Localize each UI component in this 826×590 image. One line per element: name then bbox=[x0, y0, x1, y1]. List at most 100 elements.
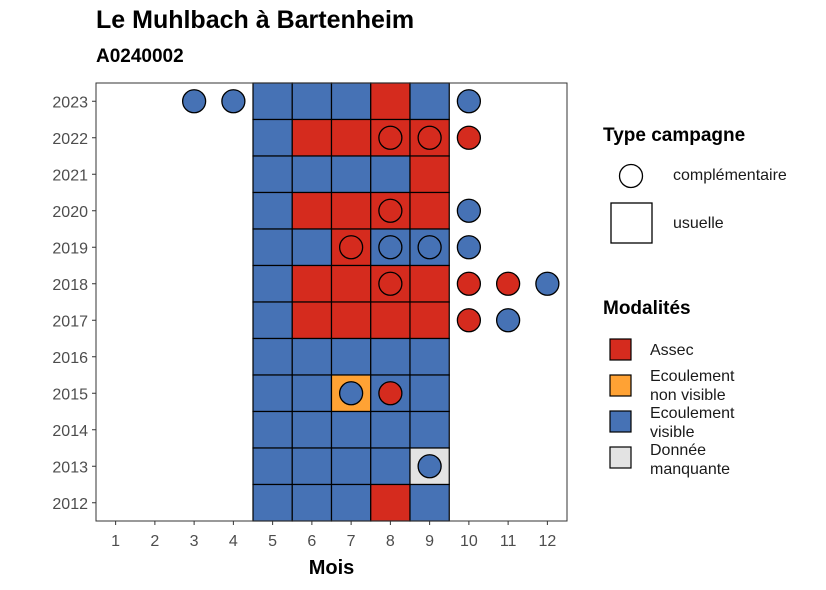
point-complementaire bbox=[338, 381, 364, 406]
y-tick-label: 2019 bbox=[52, 240, 88, 257]
y-tick-label: 2020 bbox=[52, 204, 88, 221]
legend-modalite-donnee-manquante: Donnée manquante bbox=[650, 441, 730, 479]
tile-usuelle bbox=[252, 301, 293, 340]
point-complementaire bbox=[378, 198, 403, 223]
x-tick-label: 2 bbox=[150, 533, 159, 550]
tile-usuelle bbox=[291, 374, 333, 413]
tile-usuelle bbox=[330, 447, 372, 486]
tile-usuelle bbox=[252, 374, 293, 413]
point-complementaire bbox=[495, 308, 521, 333]
legend-type-item-complementaire: complémentaire bbox=[673, 167, 787, 184]
tile-usuelle bbox=[330, 118, 372, 157]
tile-usuelle bbox=[409, 483, 450, 522]
x-axis-title: Mois bbox=[309, 557, 355, 579]
tile-usuelle bbox=[291, 228, 333, 267]
tile-usuelle bbox=[252, 337, 293, 376]
tile-usuelle bbox=[252, 155, 293, 194]
y-tick-label: 2023 bbox=[52, 94, 88, 111]
y-tick-label: 2015 bbox=[52, 386, 88, 403]
tile-usuelle bbox=[330, 410, 372, 449]
tile-usuelle bbox=[291, 337, 333, 376]
legend-modalite-dm-line1: Donnée bbox=[650, 442, 707, 459]
tile-usuelle bbox=[291, 483, 333, 522]
point-complementaire bbox=[535, 271, 560, 296]
tile-usuelle bbox=[409, 410, 450, 449]
tile-usuelle bbox=[330, 337, 372, 376]
tile-usuelle bbox=[330, 191, 372, 230]
y-tick-label: 2018 bbox=[52, 277, 88, 294]
x-tick-label: 10 bbox=[460, 533, 478, 550]
tile-usuelle bbox=[370, 82, 411, 121]
point-complementaire bbox=[378, 381, 403, 406]
legend-modalite-ecoulement-non-visible: Ecoulement non visible bbox=[650, 367, 735, 405]
tile-usuelle bbox=[252, 228, 293, 267]
y-tick-label: 2021 bbox=[52, 167, 88, 184]
tile-usuelle bbox=[291, 447, 333, 486]
tile-usuelle bbox=[291, 410, 333, 449]
tile-usuelle bbox=[370, 301, 411, 340]
legend-modalites-title: Modalités bbox=[603, 298, 691, 319]
tile-usuelle bbox=[291, 301, 333, 340]
tile-usuelle bbox=[291, 264, 333, 303]
legend-modalite-key bbox=[609, 446, 632, 469]
tile-usuelle bbox=[370, 337, 411, 376]
tile-usuelle bbox=[409, 82, 450, 121]
x-tick-label: 3 bbox=[190, 533, 199, 550]
y-tick-label: 2017 bbox=[52, 313, 88, 330]
x-tick-label: 1 bbox=[111, 533, 120, 550]
tile-usuelle bbox=[409, 191, 450, 230]
legend-circle-key bbox=[618, 163, 644, 189]
legend-modalite-ecoulement-visible: Ecoulement visible bbox=[650, 404, 735, 442]
x-tick-label: 9 bbox=[425, 533, 434, 550]
legend-modalite-ev-line1: Ecoulement bbox=[650, 405, 735, 422]
legend-modalite-env-line2: non visible bbox=[650, 387, 726, 404]
y-tick-label: 2022 bbox=[52, 131, 88, 148]
point-complementaire bbox=[181, 89, 207, 114]
tile-usuelle bbox=[252, 118, 293, 157]
legend-modalite-key bbox=[609, 374, 632, 397]
x-tick-label: 7 bbox=[347, 533, 356, 550]
y-tick-label: 2016 bbox=[52, 350, 88, 367]
tile-usuelle bbox=[330, 264, 372, 303]
x-tick-label: 11 bbox=[500, 533, 517, 550]
chart-title: Le Muhlbach à Bartenheim bbox=[96, 6, 415, 34]
tile-usuelle bbox=[252, 82, 293, 121]
legend-modalite-key bbox=[609, 410, 632, 433]
tile-usuelle bbox=[330, 483, 372, 522]
chart-subtitle: A0240002 bbox=[96, 46, 184, 67]
legend-modalite-dm-line2: manquante bbox=[650, 461, 731, 478]
legend-modalite-env-line1: Ecoulement bbox=[650, 368, 735, 385]
tile-usuelle bbox=[252, 483, 293, 522]
y-tick-label: 2013 bbox=[52, 459, 88, 476]
tile-usuelle bbox=[291, 155, 333, 194]
tile-usuelle bbox=[252, 264, 293, 303]
point-complementaire bbox=[417, 454, 442, 479]
tile-usuelle bbox=[409, 264, 450, 303]
tile-usuelle bbox=[252, 191, 293, 230]
tile-usuelle bbox=[409, 374, 450, 413]
tile-usuelle bbox=[291, 118, 333, 157]
tile-usuelle bbox=[370, 155, 411, 194]
x-tick-label: 12 bbox=[538, 533, 556, 550]
tile-usuelle bbox=[409, 337, 450, 376]
legend-square-key bbox=[610, 202, 653, 244]
legend-modalite-key bbox=[609, 338, 632, 361]
point-complementaire bbox=[495, 271, 521, 296]
plot-border bbox=[95, 82, 568, 522]
tile-usuelle bbox=[409, 155, 450, 194]
legend-modalite-assec: Assec bbox=[650, 341, 694, 360]
tile-usuelle bbox=[330, 301, 372, 340]
point-complementaire bbox=[456, 89, 482, 114]
point-complementaire bbox=[221, 89, 246, 114]
point-complementaire bbox=[417, 235, 442, 260]
point-complementaire bbox=[456, 308, 482, 333]
tile-usuelle bbox=[370, 483, 411, 522]
legend-type-title: Type campagne bbox=[603, 125, 746, 146]
tile-usuelle bbox=[252, 410, 293, 449]
tile-usuelle bbox=[330, 155, 372, 194]
legend-modalite-assec-line1: Assec bbox=[650, 342, 694, 359]
point-complementaire bbox=[456, 235, 482, 260]
tile-usuelle bbox=[291, 191, 333, 230]
x-tick-label: 5 bbox=[268, 533, 277, 550]
